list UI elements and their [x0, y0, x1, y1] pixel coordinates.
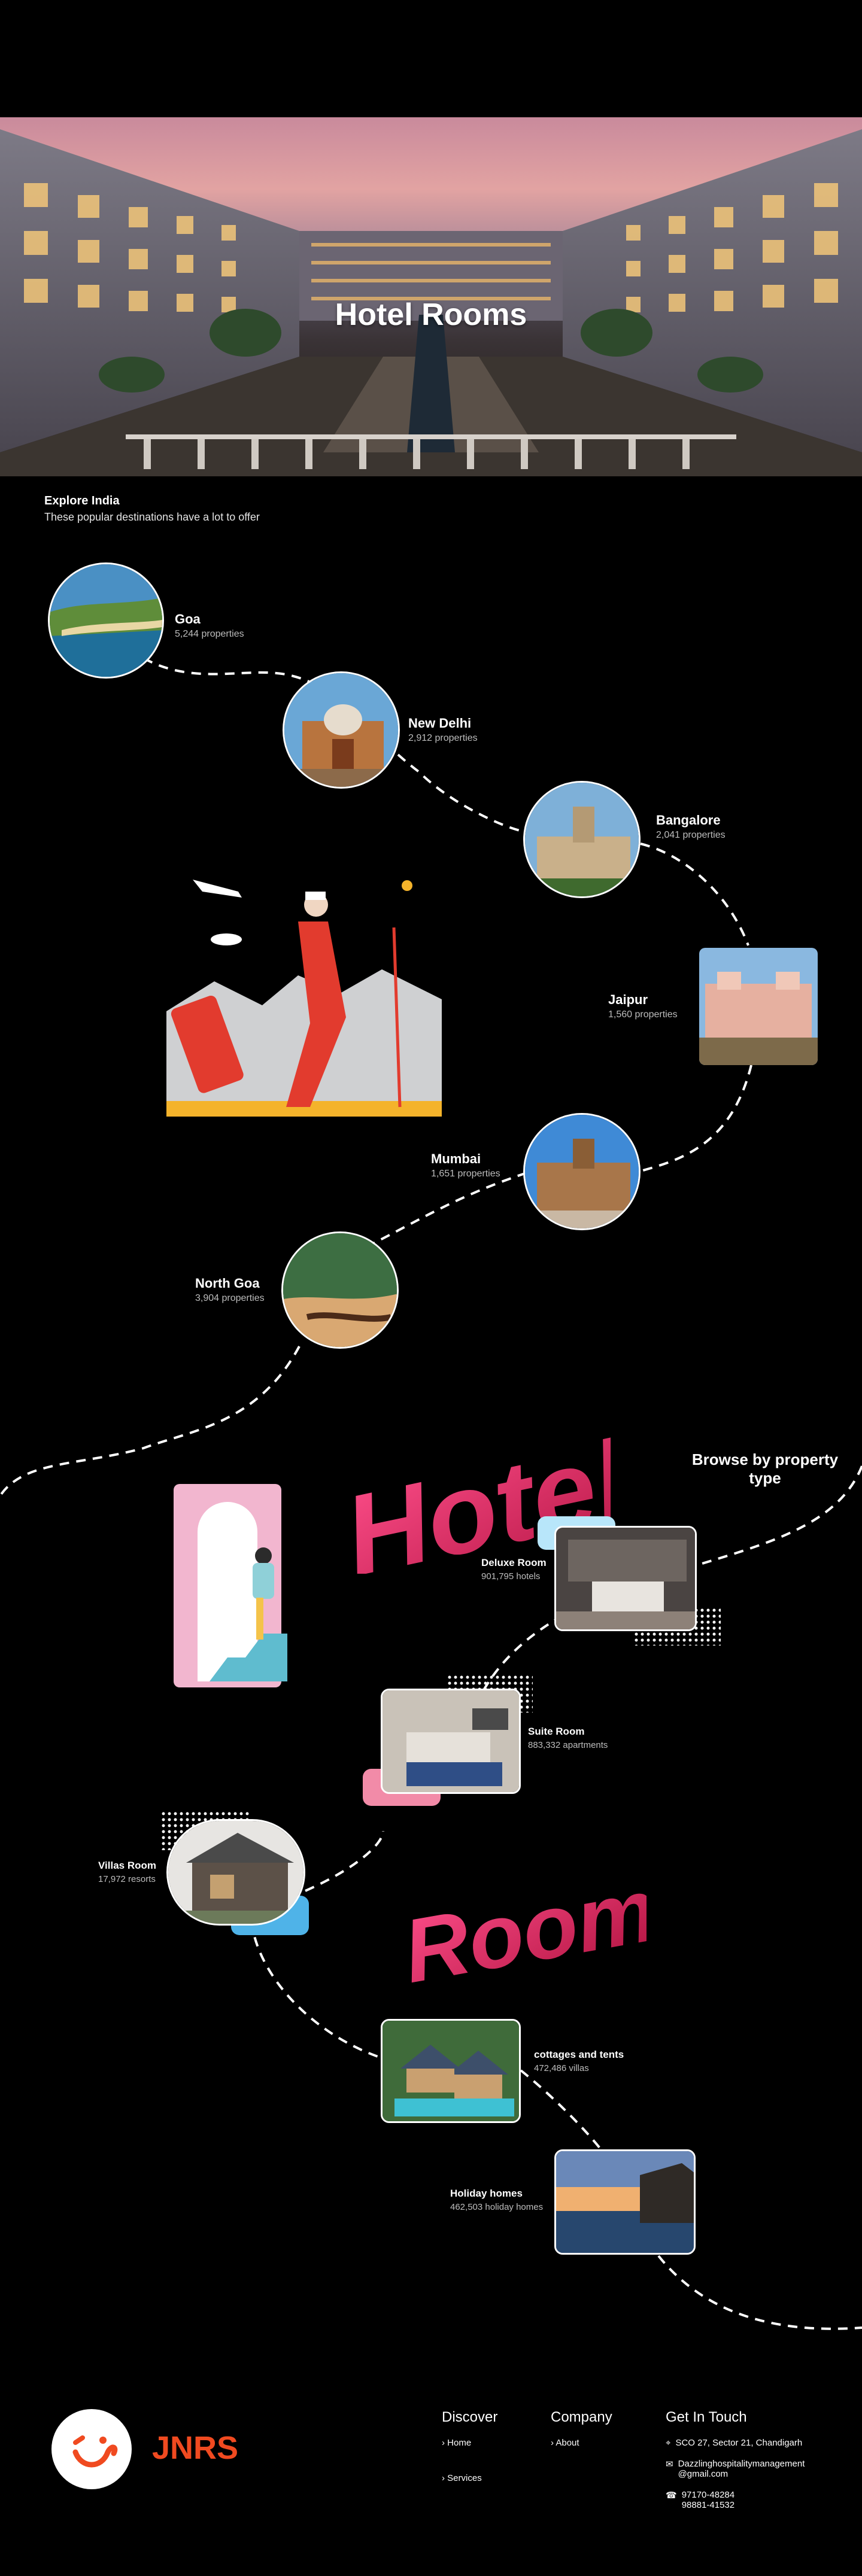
footer-heading: Company: [551, 2409, 612, 2425]
property-suite-room-image[interactable]: [381, 1689, 521, 1794]
destination-bangalore-image[interactable]: [523, 781, 641, 898]
palace-photo: [525, 783, 639, 896]
footer-address: ⌖ SCO 27, Sector 21, Chandigarh: [666, 2438, 845, 2448]
footer-link-home[interactable]: › Home: [442, 2438, 472, 2448]
smile-logo-icon: [72, 2435, 118, 2468]
station-photo: [525, 1115, 639, 1228]
room-word-art: Room: [396, 1859, 646, 1987]
beach-photo: [50, 564, 162, 677]
destination-name: Mumbai: [431, 1151, 481, 1166]
destination-name: North Goa: [195, 1276, 260, 1291]
property-name: Villas Room: [98, 1860, 156, 1871]
destination-new-delhi: New Delhi 2,912 properties: [408, 716, 478, 744]
destination-count: 5,244 properties: [175, 629, 244, 639]
footer-link-services[interactable]: › Services: [442, 2473, 482, 2483]
destination-goa-image[interactable]: [48, 562, 164, 679]
property-count: 462,503 holiday homes: [450, 2202, 544, 2212]
holiday-home-photo: [556, 2151, 694, 2253]
room-word-text: Room: [396, 1859, 646, 1987]
brand-logo[interactable]: [51, 2409, 132, 2489]
fort-photo: [699, 948, 818, 1065]
destination-name: Jaipur: [608, 992, 648, 1007]
traveler-drawing: [166, 880, 442, 1117]
destination-jaipur-image[interactable]: [699, 948, 818, 1065]
property-villas-room: Villas Room 17,972 resorts: [98, 1860, 156, 1884]
phone-icon: ☎: [666, 2490, 677, 2501]
property-name: Deluxe Room: [481, 1557, 547, 1568]
property-name: Suite Room: [528, 1726, 585, 1737]
destination-north-goa: North Goa 3,904 properties: [195, 1276, 265, 1304]
destination-mumbai: Mumbai 1,651 properties: [431, 1151, 500, 1179]
destination-name: Goa: [175, 612, 201, 626]
monument-photo: [284, 673, 398, 787]
destination-jaipur: Jaipur 1,560 properties: [608, 992, 678, 1020]
footer-discover: Discover › Home › Services: [442, 2409, 497, 2483]
email-text[interactable]: Dazzlinghospitalitymanagement @gmail.com: [678, 2459, 805, 2479]
villa-photo: [168, 1821, 303, 1924]
footer-phone[interactable]: ☎ 97170-48284 98881-41532: [666, 2490, 845, 2510]
footer-heading: Get In Touch: [666, 2409, 747, 2425]
destination-bangalore: Bangalore 2,041 properties: [656, 813, 726, 841]
footer-company: Company › About: [551, 2409, 612, 2448]
destination-count: 1,651 properties: [431, 1169, 500, 1179]
location-pin-icon: ⌖: [666, 2438, 671, 2448]
destination-count: 3,904 properties: [195, 1293, 265, 1303]
hero-title: Hotel Rooms: [335, 297, 527, 332]
destination-name: New Delhi: [408, 716, 472, 731]
hero-banner-image: [0, 117, 862, 476]
property-count: 17,972 resorts: [98, 1874, 156, 1884]
living-room-photo: [383, 1690, 519, 1792]
explore-title: Explore India: [44, 494, 120, 507]
property-cottages: cottages and tents 472,486 villas: [534, 2049, 624, 2073]
bedroom-photo: [556, 1528, 695, 1629]
footer-contact: Get In Touch ⌖ SCO 27, Sector 21, Chandi…: [666, 2409, 845, 2510]
destination-count: 2,041 properties: [656, 830, 726, 840]
property-deluxe-room-image[interactable]: [554, 1526, 697, 1631]
property-name: cottages and tents: [534, 2049, 624, 2060]
brand-name[interactable]: JNRS: [152, 2430, 239, 2466]
destination-count: 2,912 properties: [408, 733, 478, 743]
property-holiday-homes: Holiday homes 462,503 holiday homes: [450, 2188, 543, 2212]
property-deluxe-room: Deluxe Room 901,795 hotels: [481, 1557, 547, 1582]
property-name: Holiday homes: [450, 2188, 523, 2199]
traveler-illustration: [166, 868, 442, 1119]
email-line[interactable]: Dazzlinghospitalitymanagement: [678, 2459, 805, 2469]
email-line[interactable]: @gmail.com: [678, 2469, 729, 2479]
property-count: 901,795 hotels: [481, 1571, 541, 1582]
link-label[interactable]: Services: [447, 2473, 482, 2483]
mail-icon: ✉: [666, 2459, 673, 2469]
footer-heading: Discover: [442, 2409, 498, 2425]
property-count: 883,332 apartments: [528, 1740, 608, 1750]
destination-new-delhi-image[interactable]: [283, 671, 400, 789]
property-suite-room: Suite Room 883,332 apartments: [528, 1726, 608, 1750]
destination-north-goa-image[interactable]: [281, 1231, 399, 1349]
property-count: 472,486 villas: [534, 2063, 589, 2073]
phone-text[interactable]: 97170-48284 98881-41532: [682, 2490, 734, 2510]
property-holiday-homes-image[interactable]: [554, 2149, 696, 2255]
address-text: SCO 27, Sector 21, Chandigarh: [675, 2438, 803, 2448]
property-cottages-image[interactable]: [381, 2019, 521, 2123]
destination-mumbai-image[interactable]: [523, 1113, 641, 1230]
phone-line[interactable]: 97170-48284: [681, 2490, 735, 2500]
door-illustration: [174, 1484, 293, 1687]
link-label[interactable]: About: [556, 2438, 579, 2448]
destination-goa: Goa 5,244 properties: [175, 612, 244, 640]
coast-photo: [283, 1233, 397, 1347]
footer-email[interactable]: ✉ Dazzlinghospitalitymanagement @gmail.co…: [666, 2459, 845, 2479]
hotel-courtyard-illustration: [0, 117, 862, 476]
browse-title: Browse by property type: [691, 1450, 839, 1488]
footer-link-about[interactable]: › About: [551, 2438, 579, 2448]
cottage-photo: [383, 2021, 519, 2121]
door-drawing: [174, 1484, 287, 1687]
phone-line[interactable]: 98881-41532: [681, 2500, 735, 2510]
explore-subtitle: These popular destinations have a lot to…: [44, 511, 260, 523]
property-villas-room-image[interactable]: [166, 1819, 305, 1926]
link-label[interactable]: Home: [447, 2438, 472, 2448]
destination-count: 1,560 properties: [608, 1009, 678, 1020]
destination-name: Bangalore: [656, 813, 721, 828]
